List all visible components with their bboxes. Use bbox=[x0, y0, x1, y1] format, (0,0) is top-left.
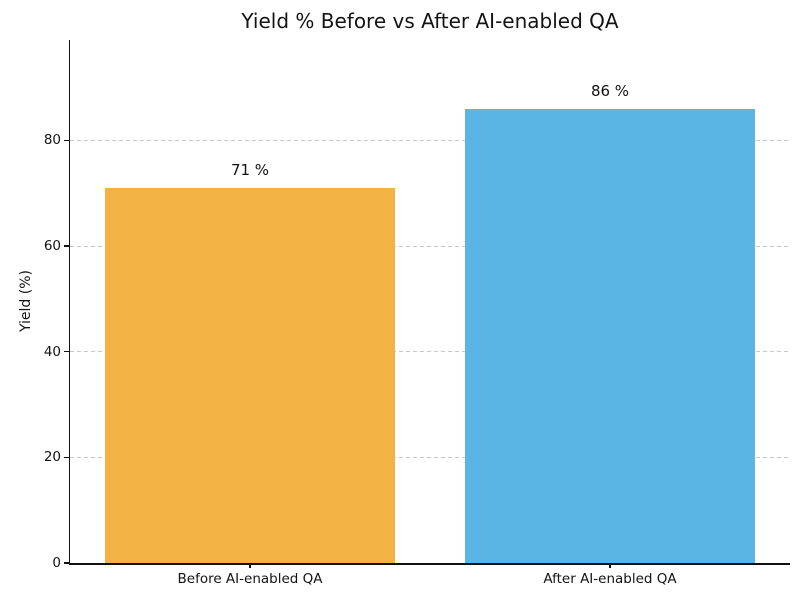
y-gridline bbox=[70, 245, 790, 247]
y-tick-mark bbox=[63, 562, 70, 564]
bar bbox=[104, 187, 396, 563]
y-gridline bbox=[70, 456, 790, 458]
y-tick-mark bbox=[63, 245, 70, 247]
x-tick-mark bbox=[609, 563, 611, 568]
chart-title: Yield % Before vs After AI-enabled QA bbox=[241, 9, 619, 33]
y-tick-label: 0 bbox=[52, 555, 61, 571]
y-axis-spine bbox=[68, 40, 70, 563]
bars-layer: 71 % 86 % bbox=[70, 40, 790, 563]
y-tick-mark bbox=[63, 456, 70, 459]
bar-value-label: 71 % bbox=[230, 160, 270, 179]
y-tick-label: 20 bbox=[43, 449, 61, 466]
x-tick-label: After AI-enabled QA bbox=[543, 571, 677, 587]
y-gridline bbox=[70, 351, 790, 353]
y-tick-label: 60 bbox=[43, 238, 61, 255]
y-gridline bbox=[70, 139, 790, 141]
y-axis-label: Yield (%) bbox=[18, 269, 34, 333]
x-tick-mark bbox=[249, 563, 251, 568]
grid-layer bbox=[70, 40, 790, 563]
y-tick-label: 40 bbox=[43, 343, 61, 360]
ticks-layer: 0 20 40 60 80 Before AI-enabled QA After AI-en… bbox=[44, 40, 790, 587]
bar-value-label: 86 % bbox=[590, 81, 630, 100]
x-tick-label: Before AI-enabled QA bbox=[177, 571, 323, 587]
y-tick-label: 80 bbox=[43, 132, 61, 149]
y-tick-mark bbox=[63, 350, 70, 353]
y-tick-mark bbox=[63, 139, 70, 142]
x-axis-spine bbox=[68, 563, 790, 565]
plot-area: 71 % 86 % 0 20 40 60 80 Before AI-enabled QA Af… bbox=[44, 40, 790, 587]
bar bbox=[464, 108, 756, 563]
